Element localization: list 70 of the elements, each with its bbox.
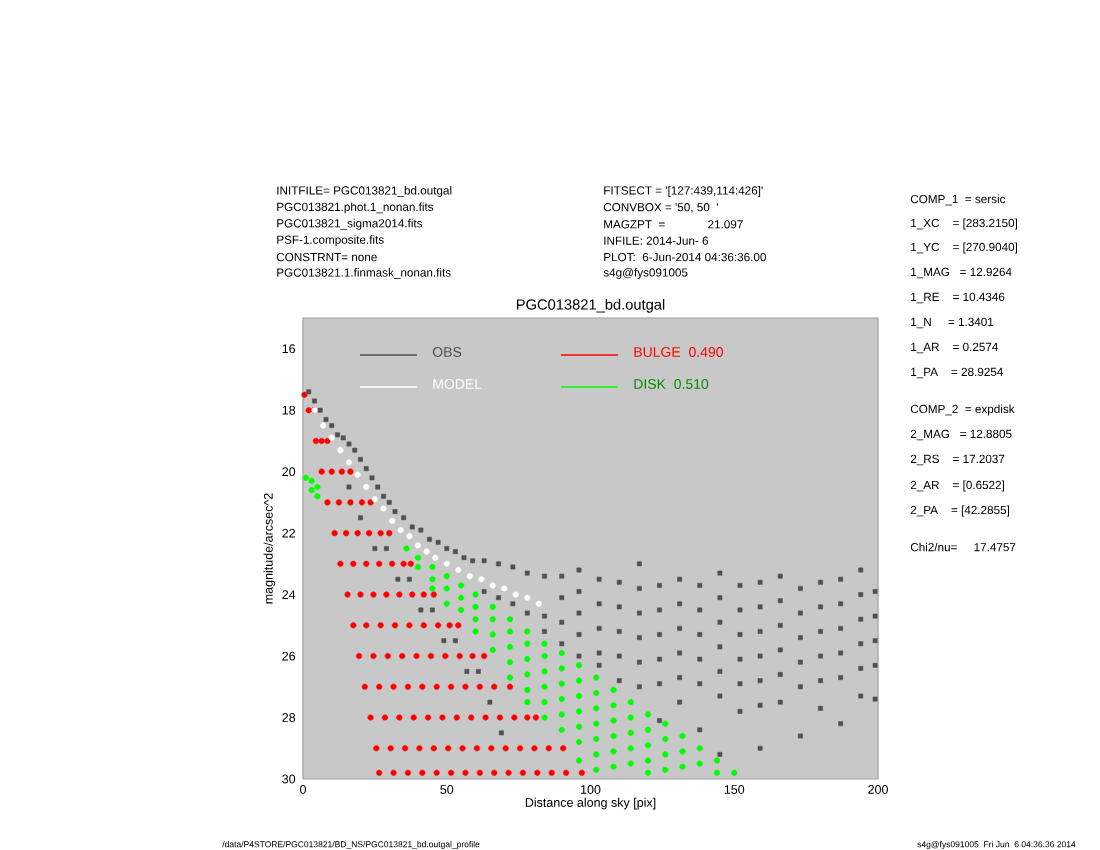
point [535,600,542,607]
point [363,483,370,491]
point [489,582,496,589]
point [455,566,462,574]
y-tick-label: 16 [282,344,296,354]
text: PGC013821_sigma2014.fits [277,218,423,230]
text: COMP_2 = expdisk [910,404,1015,416]
y-tick-label: 18 [282,405,296,415]
x-tick-label: 50 [440,785,454,794]
point [328,434,335,441]
text: Chi2/nu= 17.4757 [910,542,1016,552]
y-tick-label: 26 [282,651,296,661]
point [389,517,396,524]
text: PGC013821.phot.1_nonan.fits [277,202,434,214]
point [466,573,473,580]
point [337,447,344,454]
point [524,594,531,601]
chart-title: PGC013821_bd.outgal [516,298,665,313]
text: s4g@fys091005 Fri Jun 6 04:36:36 2014 [917,841,1076,849]
y-tick-label: 20 [282,467,296,477]
point [406,533,413,540]
point [320,422,327,429]
point [380,505,387,512]
point [345,459,353,466]
text: COMP_1 = sersic [910,194,1006,206]
point [371,496,378,503]
text: 1_YC = [270.9040] [911,242,1018,254]
y-axis-title: magnitude/arcsec^2 [263,493,276,604]
point [423,548,430,555]
text: 2_MAG = 12.8805 [910,429,1012,441]
point [478,576,485,583]
legend-label: BULGE 0.490 [634,347,723,357]
text: CONVBOX = '50, 50 ' [603,203,718,213]
point [443,560,450,567]
text: PLOT: 6-Jun-2014 04:36:36.00 [604,252,766,262]
text: FITSECT = '[127:439,114:426]' [604,186,763,197]
y-tick-label: 22 [282,528,295,538]
y-tick-label: 24 [282,590,296,599]
point [512,591,519,598]
x-tick-label: 0 [300,785,306,794]
x-axis-title: Distance along sky [pix] [525,797,656,810]
point [397,527,404,534]
text: MAGZPT = 21.097 [604,220,743,229]
text: s4g@fys091005 [603,268,688,279]
text: CONSTRNT= none [276,252,377,262]
y-tick-label: 30 [282,774,296,784]
point [432,554,439,561]
text: 2_RS = 17.2037 [910,454,1005,466]
legend-label: DISK 0.510 [634,379,709,389]
x-tick-label: 150 [724,785,745,794]
text: INITFILE= PGC013821_bd.outgal [277,186,452,197]
text: 2_AR = [0.6522] [910,480,1004,492]
text: INFILE: 2014-Jun- 6 [604,236,709,245]
text: 1_MAG = 12.9264 [911,267,1012,279]
text: 1_RE = 10.4346 [911,292,1005,304]
point [501,585,508,592]
text: /data/P4STORE/PGC013821/BD_NS/PGC013821_bd.outgal_profile [222,841,480,849]
text: PGC013821.1.finmask_nonan.fits [277,268,451,279]
text: 1_XC = [283.2150] [911,218,1018,230]
point [414,542,422,549]
text: 1_AR = 0.2574 [911,342,999,354]
legend-label: OBS [432,347,462,357]
x-tick-label: 100 [581,785,601,794]
text: 2_PA = [42.2855] [910,505,1009,517]
point [354,471,361,478]
y-tick-label: 28 [282,713,296,722]
x-tick-label: 200 [868,785,888,794]
text: 1_PA = 28.9254 [911,367,1003,379]
text: 1_N = 1.3401 [911,317,994,329]
text: PSF-1.composite.fits [277,235,384,247]
